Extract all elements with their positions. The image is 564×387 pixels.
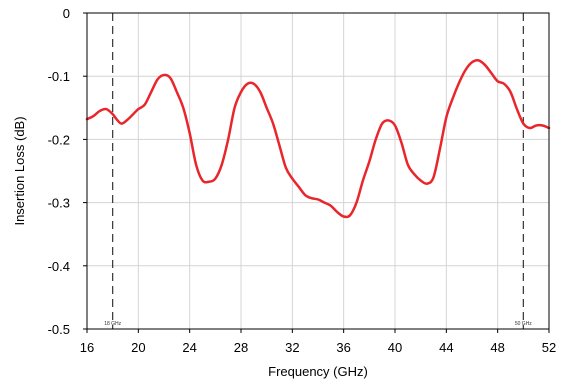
x-tick-label: 44 bbox=[439, 340, 453, 355]
x-tick-label: 24 bbox=[182, 340, 196, 355]
frequency-markers: 18 GHz 50 GHz bbox=[104, 13, 532, 329]
plot-background bbox=[87, 13, 549, 329]
y-tick-label: -0.5 bbox=[48, 322, 70, 337]
x-axis-label: Frequency (GHz) bbox=[268, 364, 368, 379]
y-tick-label: -0.1 bbox=[48, 69, 70, 84]
y-tick-label: 0 bbox=[63, 6, 70, 21]
x-tick-label: 52 bbox=[542, 340, 556, 355]
series-group bbox=[85, 59, 551, 219]
y-axis-label: Insertion Loss (dB) bbox=[12, 116, 27, 225]
x-tick-label: 32 bbox=[285, 340, 299, 355]
x-tick-label: 20 bbox=[131, 340, 145, 355]
marker-label: 50 GHz bbox=[515, 321, 532, 327]
y-tick-label: -0.4 bbox=[48, 259, 70, 274]
x-tick-label: 48 bbox=[490, 340, 504, 355]
plot-frame bbox=[86, 12, 550, 330]
grid bbox=[87, 13, 549, 329]
y-tick-label: -0.3 bbox=[48, 196, 70, 211]
marker-label: 18 GHz bbox=[104, 321, 121, 327]
x-tick-label: 36 bbox=[336, 340, 350, 355]
x-tick-label: 16 bbox=[80, 340, 94, 355]
y-tick-label: -0.2 bbox=[48, 132, 70, 147]
y-axis-ticks: 0 -0.1 -0.2 -0.3 -0.4 -0.5 bbox=[48, 6, 87, 337]
insertion-loss-line bbox=[85, 59, 551, 219]
x-tick-label: 28 bbox=[234, 340, 248, 355]
x-tick-label: 40 bbox=[388, 340, 402, 355]
x-axis-ticks: 16 20 24 28 32 36 40 44 48 52 bbox=[80, 329, 556, 355]
